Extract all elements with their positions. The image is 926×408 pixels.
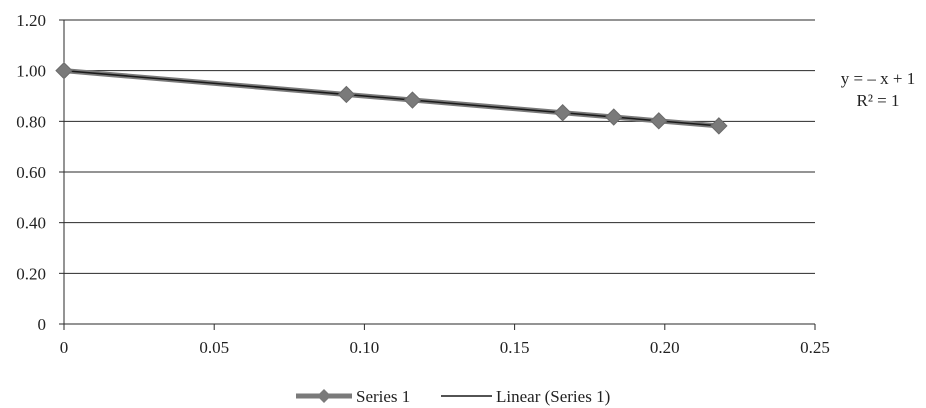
series-1-point-5 bbox=[650, 112, 668, 130]
y-tick-label: 1.00 bbox=[16, 62, 46, 81]
legend-series-1-swatch-marker bbox=[317, 389, 331, 403]
y-tick-label: 1.20 bbox=[16, 11, 46, 30]
y-tick-label: 0.40 bbox=[16, 214, 46, 233]
y-tick-label: 0 bbox=[38, 315, 47, 334]
x-tick-label: 0.25 bbox=[800, 338, 830, 357]
legend: Series 1 Linear (Series 1) bbox=[296, 387, 610, 406]
x-tick-label: 0.05 bbox=[199, 338, 229, 357]
trendline-equation: y = – x + 1 R² = 1 bbox=[841, 69, 915, 110]
series-1-point-1 bbox=[337, 85, 356, 104]
x-tick-label: 0.20 bbox=[650, 338, 680, 357]
series-1-point-4 bbox=[605, 108, 623, 126]
y-axis-tick-labels: 0 0.20 0.40 0.60 0.80 1.00 1.20 bbox=[16, 11, 46, 334]
series-1-point-2 bbox=[403, 91, 422, 109]
y-tick-label: 0.20 bbox=[16, 264, 46, 283]
gridlines bbox=[64, 19, 815, 274]
y-tick-label: 0.60 bbox=[16, 163, 46, 182]
axes bbox=[59, 19, 816, 330]
x-tick-label: 0.15 bbox=[500, 338, 530, 357]
x-tick-label: 0 bbox=[60, 338, 69, 357]
plot-area bbox=[55, 61, 728, 135]
series-1-point-3 bbox=[553, 104, 572, 122]
x-axis-tick-labels: 0 0.05 0.10 0.15 0.20 0.25 bbox=[60, 338, 830, 357]
trendline-equation-text: y = – x + 1 bbox=[841, 69, 915, 88]
series-1-point-6 bbox=[710, 117, 728, 135]
legend-trendline-label: Linear (Series 1) bbox=[496, 387, 610, 406]
legend-series-1-label: Series 1 bbox=[356, 387, 410, 406]
series-1-point-0 bbox=[55, 61, 73, 80]
trendline-r-squared-text: R² = 1 bbox=[856, 91, 899, 110]
y-tick-label: 0.80 bbox=[16, 112, 46, 131]
x-tick-label: 0.10 bbox=[350, 338, 380, 357]
